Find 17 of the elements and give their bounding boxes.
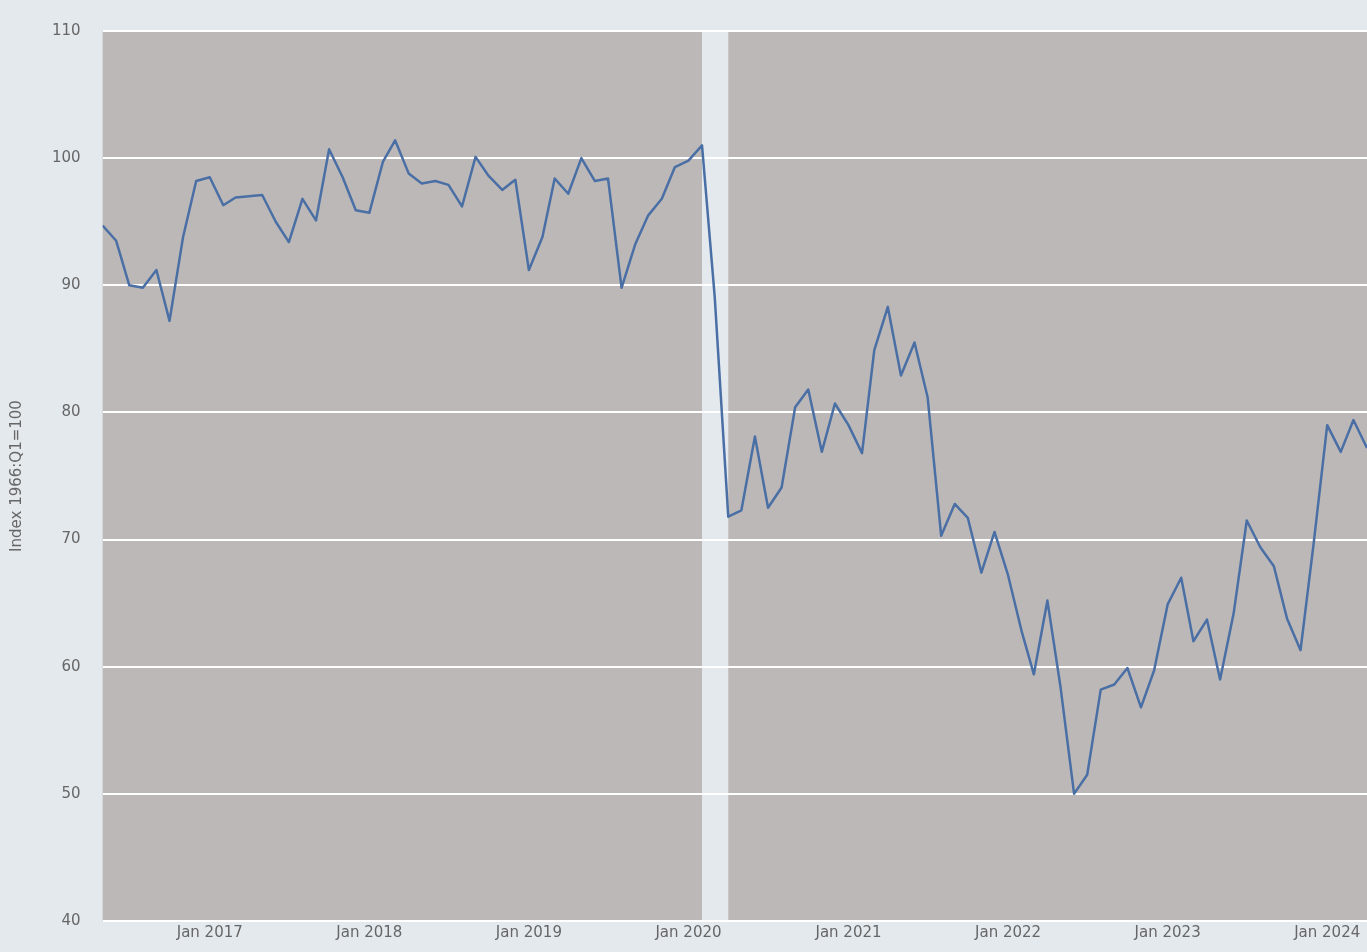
- x-tick-label: Jan 2022: [974, 922, 1042, 941]
- x-tick-label: Jan 2018: [335, 922, 403, 941]
- x-tick-label: Jan 2021: [814, 922, 882, 941]
- y-tick-label: 60: [61, 656, 81, 675]
- x-tick-label: Jan 2017: [175, 922, 243, 941]
- y-tick-label: 100: [51, 148, 81, 167]
- x-tick-label: Jan 2024: [1293, 922, 1361, 941]
- y-tick-label: 80: [61, 402, 81, 421]
- y-tick-label: 70: [61, 529, 81, 548]
- y-axis-title: Index 1966:Q1=100: [6, 400, 25, 552]
- x-tick-label: Jan 2019: [494, 922, 562, 941]
- x-tick-label: Jan 2023: [1133, 922, 1201, 941]
- y-tick-label: 50: [61, 783, 81, 802]
- y-tick-label: 90: [61, 275, 81, 294]
- x-tick-label: Jan 2020: [654, 922, 722, 941]
- y-tick-label: 40: [61, 910, 81, 929]
- y-tick-label: 110: [51, 20, 81, 39]
